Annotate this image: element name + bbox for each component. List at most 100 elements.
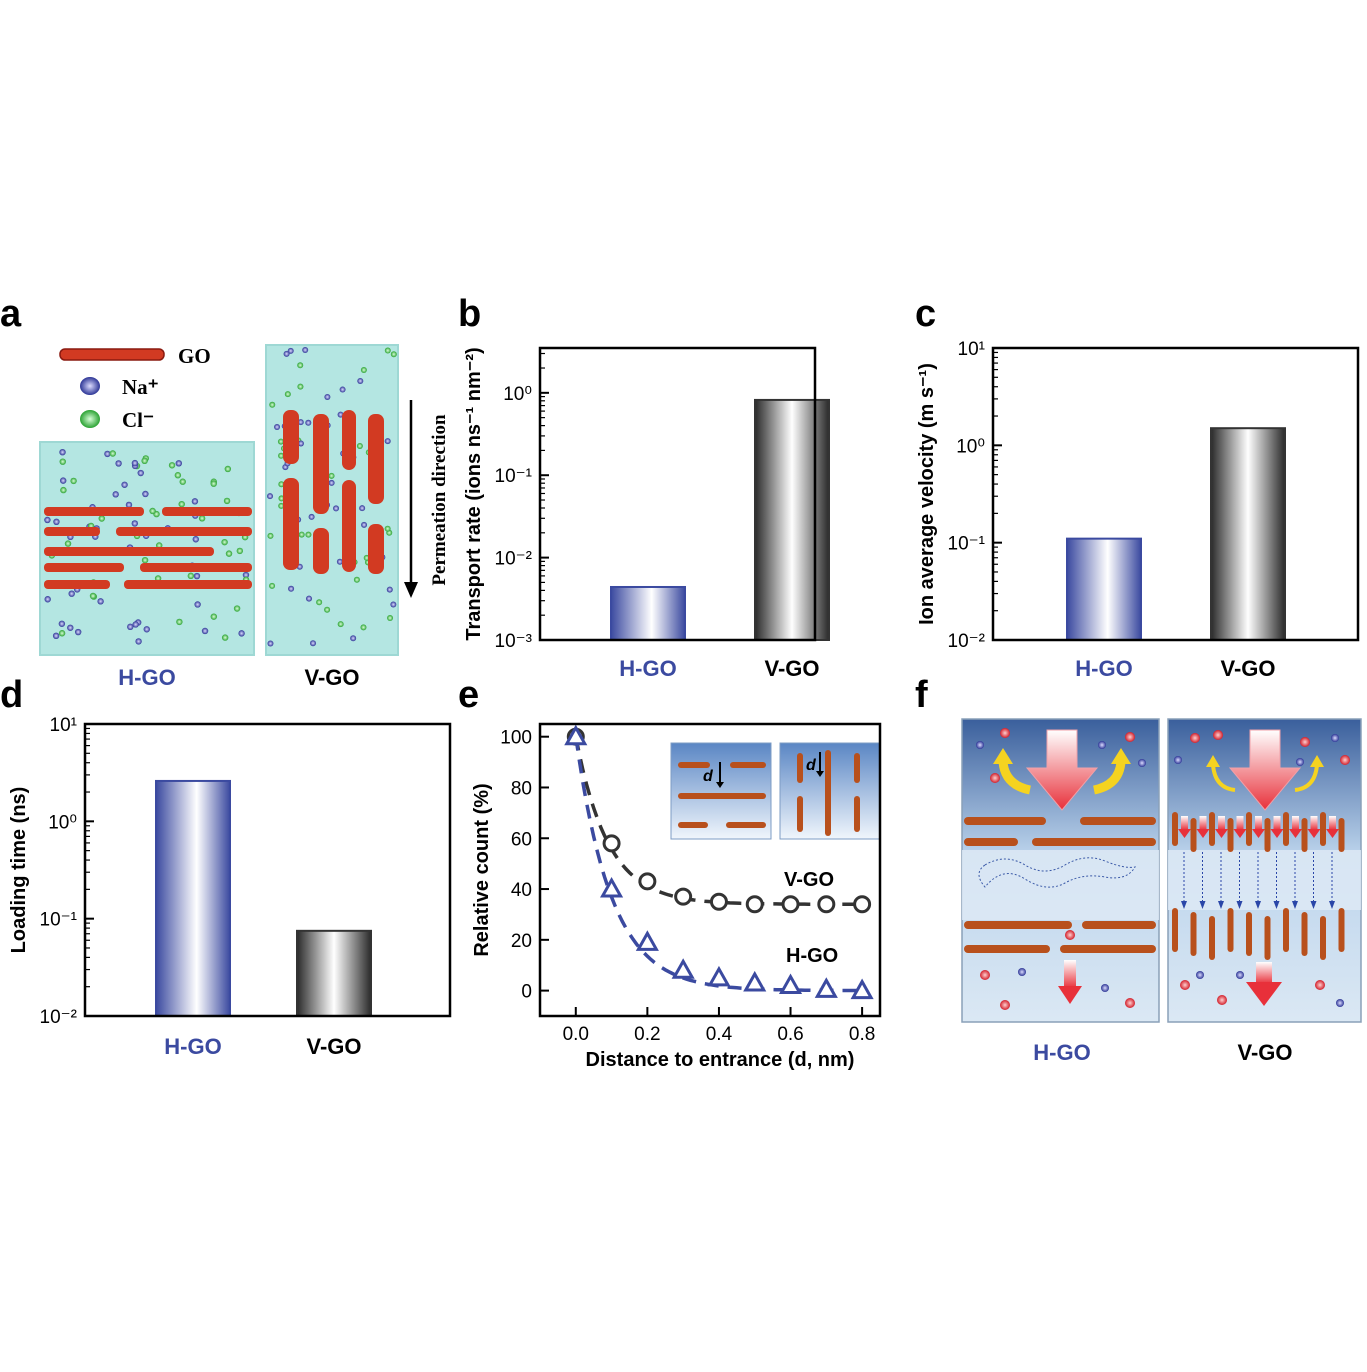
vgo-sheet [1301,818,1308,852]
y-tick-label: 10¹ [50,715,77,736]
panel-f-letter: f [915,674,928,716]
bar-v-go [754,398,830,641]
small-red-arrowhead [1307,829,1321,838]
small-red-arrowhead [1196,829,1210,838]
ion [274,424,281,431]
ion [121,481,128,488]
chart-b: b H-GO V-GO 10⁻³ 10⁻² 10⁻¹ 10⁰ Transport rate (… [458,293,830,681]
y-tick-label: 10⁰ [503,384,532,405]
vgo-sheet [1320,916,1326,960]
ion [297,440,304,447]
ion [194,601,201,608]
vgo-sheet [1338,818,1345,852]
ion [198,515,206,522]
ion [384,347,391,354]
panel-f: f [915,674,1362,1065]
ion [125,501,133,509]
ion [224,465,232,473]
ion [210,613,218,620]
ion [359,505,366,512]
permeation-arrowhead [404,582,418,598]
x-axis-label: Distance to entrance (d, nm) [586,1049,855,1071]
vgo-sheet [1246,812,1252,846]
inset-sheet [797,753,803,783]
ion [339,386,346,393]
ion [179,478,186,485]
fit-line-v-go [574,736,863,907]
ion [142,490,149,498]
small-red-arrowhead [1326,829,1339,838]
data-point [745,895,764,914]
chart-c: c H-GO V-GO 10⁻² 10⁻¹ 10⁰ 10¹ Ion average veloc… [915,293,1360,681]
vgo-sheet [1283,812,1289,846]
category-label-v-go: V-GO [764,656,819,681]
flow-arrowhead [1199,901,1206,909]
na-legend-label: Na⁺ [122,375,159,399]
ion [278,481,285,488]
bar-v-go [1210,427,1286,641]
ion [115,460,122,467]
small-red-arrowhead [1178,829,1191,838]
ion [278,452,285,459]
vgo-sheet [1320,812,1326,846]
ion [98,515,105,522]
ion [175,460,183,467]
ion [337,621,344,628]
ion [149,507,156,515]
ion [233,605,241,612]
data-point [600,876,624,898]
x-tick-label: 0.0 [563,1024,589,1045]
ion [284,391,291,398]
vgo-sheet [1209,812,1215,846]
ion [350,635,357,642]
ion [168,462,176,469]
inset-sheet [730,762,766,768]
ion [178,500,185,508]
vgo-sheet [1283,908,1289,952]
ion [143,626,150,633]
y-tick-label: 10⁰ [48,812,77,833]
category-label-h-go: H-GO [164,1034,221,1059]
vgo-label-a: V-GO [304,665,359,690]
ion [360,624,367,631]
ion [384,438,391,445]
ion [70,477,77,485]
flow-arrowhead [1329,901,1335,909]
go-legend-swatch [59,348,165,361]
category-label-h-go: H-GO [619,656,676,681]
inset-d-label: d [703,768,714,785]
ion [59,449,66,456]
y-tick-label: 10⁻¹ [495,466,533,487]
ion [58,630,66,637]
cl-legend-swatch [80,410,100,428]
x-tick-label: 0.4 [706,1024,733,1045]
data-point [602,834,621,853]
vgo-sheet [1190,818,1197,852]
flow-arrowhead [1218,901,1224,909]
ion [67,624,74,631]
ion [305,419,312,426]
panel-a-letter: a [0,293,22,335]
ion [64,540,72,547]
series-label-vgo: V-GO [784,869,834,891]
data-point [671,958,695,979]
y-tick-label: 10⁻¹ [948,534,986,555]
vgo-sheet [1246,912,1252,956]
ion [361,521,368,528]
ion [356,442,363,449]
inset-sheet [678,822,708,828]
small-red-arrow [1181,816,1188,830]
small-red-arrow [1329,816,1336,830]
panel-e-letter: e [458,674,479,716]
ion [328,472,335,479]
inset-sheet [797,796,803,832]
ion [242,571,250,579]
y-tick-label: 10⁻³ [495,631,533,652]
small-red-arrow [1310,816,1318,830]
ion [141,457,148,465]
vgo-sheet [1227,908,1234,952]
ion [305,531,312,538]
ion [360,367,367,374]
